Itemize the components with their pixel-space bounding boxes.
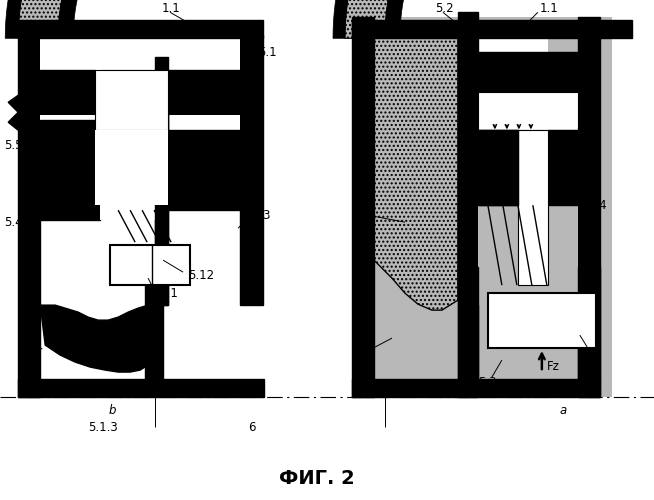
- Bar: [578, 18, 600, 397]
- Text: 1.1: 1.1: [162, 2, 181, 15]
- Bar: [488, 293, 596, 348]
- Bar: [458, 20, 588, 300]
- Bar: [100, 170, 168, 220]
- Bar: [352, 18, 611, 397]
- Bar: [478, 205, 578, 305]
- Polygon shape: [345, 0, 613, 38]
- Polygon shape: [40, 305, 148, 372]
- Bar: [458, 267, 478, 379]
- Polygon shape: [333, 0, 613, 38]
- Text: a: a: [560, 404, 567, 416]
- Text: 5.3: 5.3: [252, 208, 271, 222]
- Bar: [478, 130, 518, 205]
- Bar: [155, 60, 168, 305]
- Bar: [240, 36, 263, 305]
- Bar: [478, 52, 578, 92]
- Bar: [40, 70, 100, 116]
- Text: Fz: Fz: [547, 360, 560, 372]
- Bar: [40, 38, 240, 70]
- Bar: [40, 56, 240, 305]
- Bar: [548, 24, 578, 305]
- Text: Fp: Fp: [588, 132, 602, 144]
- Bar: [40, 70, 95, 101]
- Text: 2: 2: [362, 346, 370, 358]
- Bar: [18, 36, 40, 397]
- Bar: [40, 135, 100, 220]
- Bar: [478, 205, 578, 305]
- Text: 5.4: 5.4: [4, 216, 23, 228]
- Text: b: b: [108, 404, 116, 416]
- Bar: [95, 70, 168, 130]
- Bar: [40, 116, 240, 140]
- Text: 1: 1: [590, 346, 597, 358]
- Text: 2: 2: [22, 356, 29, 368]
- Bar: [352, 18, 374, 397]
- Bar: [518, 130, 548, 285]
- Bar: [458, 12, 478, 397]
- Bar: [145, 274, 163, 379]
- Text: 3: 3: [355, 206, 362, 218]
- Bar: [578, 267, 600, 379]
- Polygon shape: [385, 0, 613, 38]
- Bar: [478, 92, 578, 130]
- Text: 5.1.3: 5.1.3: [88, 420, 118, 434]
- Bar: [352, 379, 600, 397]
- Polygon shape: [374, 38, 458, 310]
- Bar: [548, 130, 578, 205]
- Bar: [168, 130, 240, 192]
- Text: 5.1.1: 5.1.1: [148, 286, 178, 300]
- Bar: [40, 56, 240, 305]
- Text: 5.2: 5.2: [435, 2, 454, 15]
- Bar: [168, 140, 240, 210]
- Polygon shape: [5, 0, 263, 38]
- Text: 5.12: 5.12: [188, 268, 215, 281]
- Text: 5.1: 5.1: [258, 46, 277, 59]
- Text: 1.1: 1.1: [540, 2, 559, 15]
- Bar: [168, 70, 240, 116]
- Bar: [478, 24, 578, 305]
- Text: 6: 6: [248, 420, 256, 434]
- Polygon shape: [9, 96, 18, 130]
- Bar: [110, 245, 190, 285]
- Bar: [478, 130, 518, 205]
- Bar: [100, 70, 168, 170]
- Polygon shape: [58, 0, 263, 38]
- Bar: [18, 379, 264, 397]
- Bar: [18, 20, 263, 38]
- Text: 5.4: 5.4: [588, 198, 606, 211]
- Bar: [352, 20, 632, 38]
- Bar: [168, 70, 240, 101]
- Text: 5.3: 5.3: [478, 376, 496, 388]
- Bar: [95, 130, 168, 205]
- Text: 5.5: 5.5: [4, 138, 23, 151]
- Bar: [40, 120, 95, 205]
- Text: ФИГ. 2: ФИГ. 2: [279, 468, 355, 487]
- Bar: [155, 58, 168, 305]
- Polygon shape: [18, 0, 263, 38]
